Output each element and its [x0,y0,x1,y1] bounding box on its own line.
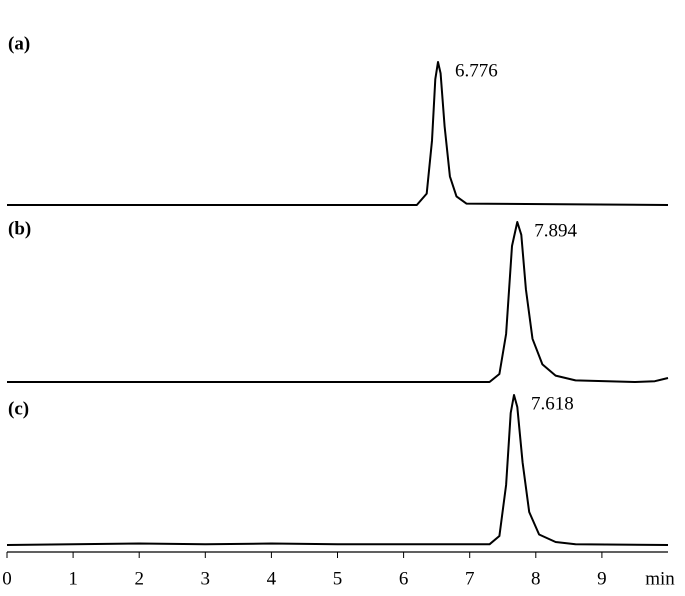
panel-label: (b) [8,218,31,239]
x-tick-label: 4 [267,568,277,589]
chromatogram-line [7,61,669,206]
chromatogram-line [7,221,669,383]
peak-annotation: 7.618 [531,393,574,414]
x-tick-label: 6 [399,568,409,589]
x-tick-label: 2 [134,568,144,589]
x-tick-label: 3 [201,568,211,589]
x-tick-label: 8 [531,568,541,589]
x-tick-label: 1 [68,568,78,589]
x-axis-label: min [645,568,675,589]
x-tick-label: 0 [2,568,12,589]
peak-annotation: 6.776 [455,60,498,81]
panel-label: (a) [8,33,30,54]
chromatogram-line [6,394,669,546]
x-tick-label: 5 [333,568,343,589]
panel-label: (c) [8,398,29,419]
peak-annotation: 7.894 [534,220,577,241]
x-tick-label: 9 [597,568,607,589]
x-tick-label: 7 [465,568,475,589]
